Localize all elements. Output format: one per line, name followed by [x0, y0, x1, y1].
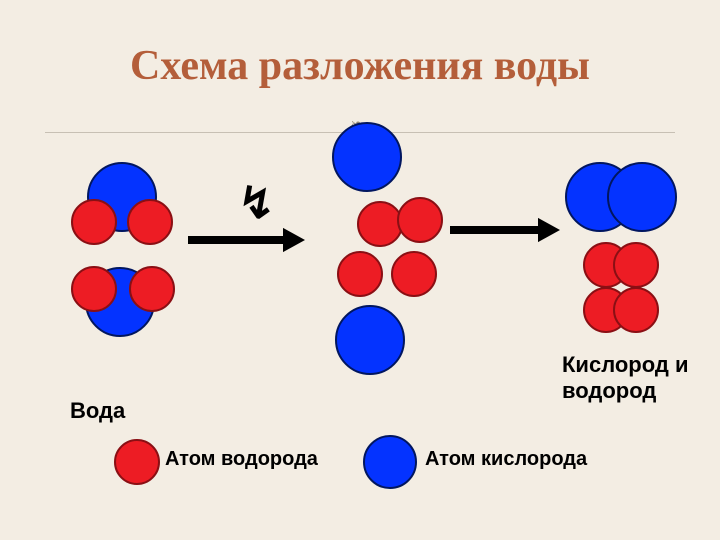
reaction-arrow	[450, 218, 560, 242]
legend-label: Атом водорода	[165, 448, 318, 471]
legend-label: Атом кислорода	[425, 448, 587, 471]
legend-hydrogen-atom	[114, 439, 160, 485]
legend-oxygen-atom	[363, 435, 417, 489]
arrows-layer	[0, 0, 720, 540]
reaction-arrow	[188, 228, 305, 252]
substance-label: Вода	[70, 398, 125, 424]
substance-label: Кислород и водород	[562, 352, 702, 404]
electrolysis-icon: ↯	[238, 178, 275, 229]
